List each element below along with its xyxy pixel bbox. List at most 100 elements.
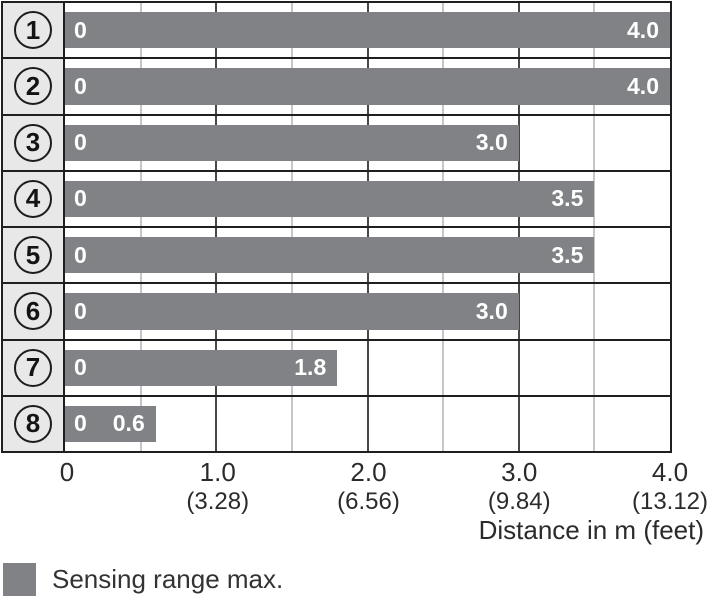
sensing-range-bar: 0 0.6	[65, 405, 156, 442]
row-label-cell: 5	[3, 228, 65, 283]
sensing-range-bar: 0 3.0	[65, 293, 519, 330]
row-label-cell: 7	[3, 340, 65, 395]
circled-number-badge: 7	[14, 348, 52, 387]
bar-start-label: 0	[74, 410, 87, 437]
x-axis-tick: 3.0 (9.84)	[487, 457, 551, 516]
row-number: 8	[25, 408, 41, 439]
minor-gridline	[593, 284, 596, 339]
bar-value-label: 3.5	[551, 241, 584, 268]
row-label-cell: 6	[3, 284, 65, 339]
row-number: 1	[25, 14, 41, 45]
row-plot-area: 0 3.5	[65, 228, 670, 283]
table-row: 1 0 4.0	[3, 3, 670, 60]
row-number: 3	[25, 127, 41, 158]
x-axis-tick: 4.0 (13.12)	[631, 457, 709, 516]
legend: Sensing range max.	[3, 563, 283, 596]
legend-swatch	[3, 563, 36, 596]
sensing-range-bar: 0 3.5	[65, 180, 595, 217]
major-gridline	[517, 340, 520, 395]
table-row: 7 0 1.8	[3, 340, 670, 397]
table-row: 3 0 3.0	[3, 115, 670, 172]
bar-value-label: 3.0	[475, 129, 508, 156]
x-axis-tick: 0	[59, 457, 75, 489]
bar-value-label: 3.5	[551, 185, 584, 212]
minor-gridline	[442, 396, 445, 451]
bar-value-label: 4.0	[627, 72, 659, 99]
circled-number-badge: 6	[14, 292, 52, 331]
bar-value-label: 3.0	[475, 297, 508, 324]
row-plot-area: 0 3.0	[65, 284, 670, 339]
bar-start-label: 0	[74, 129, 87, 156]
row-number: 5	[25, 239, 41, 270]
circled-number-badge: 3	[14, 123, 52, 162]
x-axis-title: Distance in m (feet)	[478, 515, 704, 545]
tick-label-feet: (13.12)	[631, 488, 709, 516]
sensing-range-bar-chart: 1 0 4.0 2 0 4.0 3 0 3.0	[1, 1, 672, 453]
sensing-range-bar: 0 4.0	[65, 68, 670, 105]
minor-gridline	[593, 340, 596, 395]
row-plot-area: 0 3.5	[65, 171, 670, 226]
tick-label-m: 2.0	[350, 457, 387, 487]
major-gridline	[366, 340, 369, 395]
major-gridline	[517, 115, 520, 170]
tick-label-feet: (6.56)	[337, 488, 400, 516]
table-row: 8 0 0.6	[3, 396, 670, 451]
x-axis-tick: 2.0 (6.56)	[337, 457, 400, 516]
table-row: 5 0 3.5	[3, 228, 670, 285]
minor-gridline	[593, 228, 596, 283]
row-number: 6	[25, 295, 41, 326]
row-plot-area: 0 4.0	[65, 59, 670, 114]
bar-start-label: 0	[74, 297, 87, 324]
circled-number-badge: 8	[14, 404, 52, 443]
row-label-cell: 3	[3, 115, 65, 170]
sensing-range-bar: 0 1.8	[65, 349, 338, 386]
tick-label-m: 4.0	[651, 457, 689, 487]
tick-label-feet: (3.28)	[186, 488, 250, 516]
tick-label-m: 3.0	[501, 457, 538, 487]
minor-gridline	[593, 171, 596, 226]
sensing-range-bar: 0 4.0	[65, 12, 670, 49]
major-gridline	[517, 284, 520, 339]
major-gridline	[366, 396, 369, 451]
tick-label-feet: (9.84)	[487, 488, 551, 516]
tick-label-m: 1.0	[199, 457, 236, 487]
major-gridline	[517, 396, 520, 451]
minor-gridline	[290, 396, 293, 451]
row-plot-area: 0 4.0	[65, 3, 670, 58]
row-label-cell: 2	[3, 59, 65, 114]
legend-label: Sensing range max.	[52, 564, 284, 594]
x-axis: 0 1.0 (3.28) 2.0 (6.56) 3.0 (9.84) 4.0 (…	[60, 457, 708, 516]
row-plot-area: 0 0.6	[65, 396, 670, 451]
bar-value-label: 0.6	[112, 410, 145, 437]
circled-number-badge: 1	[14, 11, 52, 50]
row-number: 2	[25, 70, 41, 101]
bar-start-label: 0	[74, 241, 87, 268]
row-number: 4	[25, 183, 41, 214]
bar-start-label: 0	[74, 185, 87, 212]
circled-number-badge: 5	[14, 236, 52, 275]
bar-value-label: 1.8	[294, 354, 327, 381]
circled-number-badge: 2	[14, 67, 52, 106]
bar-value-label: 4.0	[627, 16, 659, 43]
table-row: 2 0 4.0	[3, 59, 670, 116]
sensing-range-bar: 0 3.0	[65, 124, 519, 161]
tick-label-m: 0	[59, 457, 75, 487]
table-row: 6 0 3.0	[3, 284, 670, 341]
minor-gridline	[593, 115, 596, 170]
x-axis-tick: 1.0 (3.28)	[186, 457, 250, 516]
row-label-cell: 1	[3, 3, 65, 58]
row-plot-area: 0 1.8	[65, 340, 670, 395]
major-gridline	[215, 396, 218, 451]
row-label-cell: 4	[3, 171, 65, 226]
minor-gridline	[593, 396, 596, 451]
table-row: 4 0 3.5	[3, 171, 670, 228]
bar-start-label: 0	[74, 354, 87, 381]
row-label-cell: 8	[3, 396, 65, 451]
sensing-range-bar: 0 3.5	[65, 237, 595, 274]
bar-start-label: 0	[74, 16, 87, 43]
circled-number-badge: 4	[14, 179, 52, 218]
row-number: 7	[25, 352, 41, 383]
minor-gridline	[442, 340, 445, 395]
row-plot-area: 0 3.0	[65, 115, 670, 170]
bar-start-label: 0	[74, 72, 87, 99]
